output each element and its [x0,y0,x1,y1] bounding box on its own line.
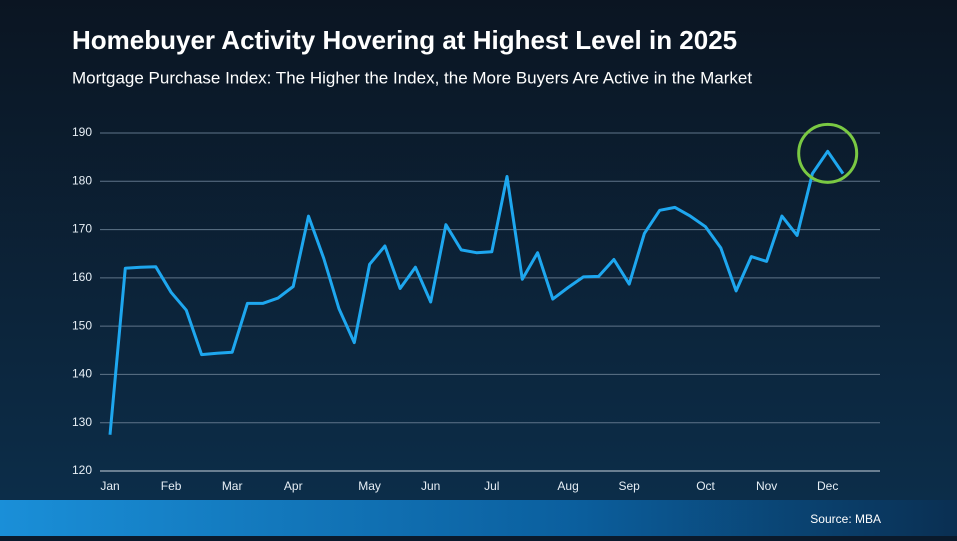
x-tick-label: Jun [421,479,440,493]
y-tick-label: 190 [72,125,92,139]
x-tick-label: Sep [619,479,641,493]
y-tick-label: 180 [72,173,92,187]
data-line [108,149,845,435]
y-tick-label: 140 [72,367,92,381]
x-tick-label: Dec [817,479,838,493]
x-tick-label: Oct [696,479,715,493]
source: Source: MBA [810,512,881,526]
chart-subtitle: Mortgage Purchase Index: The Higher the … [72,68,752,87]
x-tick-label: Aug [557,479,578,493]
highlight-circle [797,122,859,184]
x-tick-label: Feb [161,479,182,493]
x-tick-label: Nov [756,479,777,493]
x-tick-label: Mar [222,479,243,493]
x-tick-label: Apr [284,479,303,493]
chart-title: Homebuyer Activity Hovering at Highest L… [72,25,737,55]
footer-strip [0,500,957,536]
x-tick-label: Jan [100,479,119,493]
y-tick-label: 170 [72,222,92,236]
y-tick-label: 160 [72,270,92,284]
y-tick-label: 120 [72,463,92,477]
y-tick-label: 130 [72,415,92,429]
x-tick-label: Jul [484,479,499,493]
y-tick-label: 150 [72,318,92,332]
x-tick-label: May [358,479,381,493]
